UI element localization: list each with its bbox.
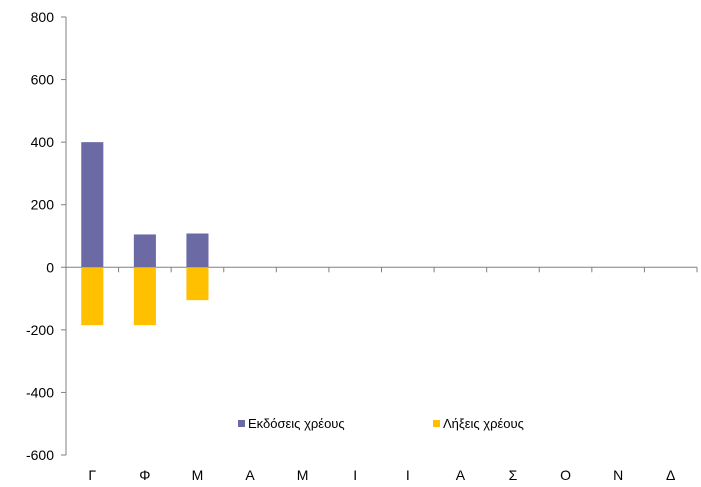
- legend-swatch: [433, 420, 440, 427]
- x-tick-label: Α: [245, 467, 255, 483]
- bar-maturity: [186, 267, 209, 301]
- x-tick-label: Φ: [139, 467, 150, 483]
- legend-label: Λήξεις χρέους: [443, 416, 524, 431]
- legend-swatch: [238, 420, 245, 427]
- y-tick-label: 200: [31, 197, 55, 213]
- bars: [81, 142, 209, 326]
- x-tick-label: Γ: [88, 467, 96, 483]
- x-tick-label: Α: [456, 467, 466, 483]
- x-tick-label: Ν: [613, 467, 623, 483]
- y-tick-label: -600: [26, 447, 54, 463]
- y-tick-label: -400: [26, 384, 54, 400]
- x-tick-label: Ι: [353, 467, 357, 483]
- x-tick-label: Σ: [509, 467, 518, 483]
- x-tick-label: Μ: [297, 467, 309, 483]
- bar-issuance: [133, 234, 156, 268]
- bar-maturity: [133, 267, 156, 326]
- bar-maturity: [81, 267, 104, 326]
- axes: [61, 16, 698, 456]
- bar-issuance: [186, 233, 209, 268]
- x-tick-label: Μ: [192, 467, 204, 483]
- y-tick-label: 600: [31, 72, 55, 88]
- y-tick-label: 800: [31, 9, 55, 25]
- x-tick-label: Ο: [560, 467, 571, 483]
- y-tick-label: 0: [46, 259, 54, 275]
- legend: Εκδόσεις χρέους Λήξεις χρέους: [238, 416, 524, 431]
- y-tick-label: 400: [31, 134, 55, 150]
- tick-labels: -600 -400 -200 0 200 400 600 800 Γ Φ Μ Α Μ Ι Ι Α Σ Ο Ν Δ: [26, 9, 675, 483]
- x-tick-label: Ι: [406, 467, 410, 483]
- x-tick-label: Δ: [666, 467, 675, 483]
- y-tick-label: -200: [26, 322, 54, 338]
- bar-issuance: [81, 142, 104, 268]
- legend-label: Εκδόσεις χρέους: [248, 416, 345, 431]
